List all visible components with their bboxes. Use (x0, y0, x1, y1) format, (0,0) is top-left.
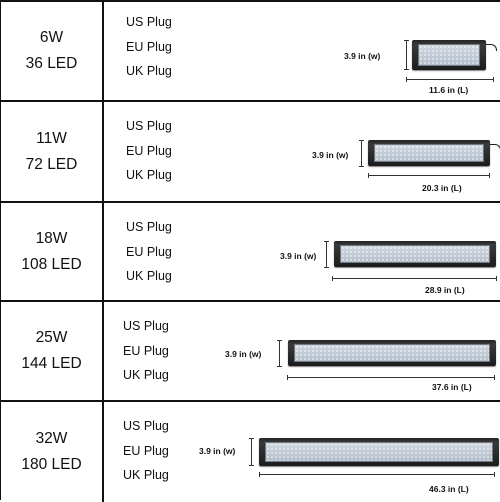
width-dimension-line (324, 241, 333, 268)
wattage-label: 25W (35, 329, 68, 346)
length-dimension-label: 46.3 in (L) (429, 484, 469, 494)
led-light-bar-image (368, 140, 500, 166)
model-cell: 25W 144 LED (1, 302, 104, 400)
width-dimension-line (359, 140, 368, 167)
plug-options: US Plug EU Plug UK Plug (123, 414, 169, 488)
model-cell: 6W 36 LED (1, 2, 104, 100)
plug-option-us: US Plug (126, 220, 172, 234)
plug-options: US Plug EU Plug UK Plug (123, 314, 169, 388)
plug-option-uk: UK Plug (126, 269, 172, 283)
length-dimension-label: 20.3 in (L) (422, 183, 462, 193)
width-dimension-label: 3.9 in (w) (312, 150, 349, 160)
led-count-label: 108 LED (21, 255, 82, 273)
wattage-label: 11W (36, 129, 67, 147)
plug-option-uk: UK Plug (123, 468, 169, 482)
plug-option-uk: UK Plug (123, 368, 169, 382)
wattage-label: 6W (39, 29, 64, 46)
width-dimension-label: 3.9 in (w) (280, 251, 317, 261)
spec-row-32w: 32W 180 LED US Plug EU Plug UK Plug 3.9 … (1, 402, 500, 502)
width-dimension-label: 3.9 in (w) (199, 446, 236, 456)
model-cell: 18W 108 LED (1, 203, 104, 300)
length-dimension-line (368, 173, 490, 182)
led-light-bar-image (288, 340, 500, 366)
led-light-bar-image (412, 40, 497, 70)
length-dimension-line (259, 472, 495, 481)
plug-option-eu: EU Plug (126, 39, 172, 54)
spec-row-11w: 11W 72 LED US Plug EU Plug UK Plug 3.9 i… (1, 102, 500, 203)
length-dimension-label: 28.9 in (L) (425, 285, 465, 295)
wattage-label: 32W (35, 430, 68, 447)
length-dimension-line (332, 276, 497, 285)
plug-option-us: US Plug (123, 319, 169, 333)
spec-row-6w: 6W 36 LED US Plug EU Plug UK Plug 3.9 in… (1, 2, 500, 102)
length-dimension-line (287, 375, 495, 384)
plug-option-eu: EU Plug (123, 443, 169, 458)
model-cell: 11W 72 LED (1, 102, 104, 201)
plug-options: US Plug EU Plug UK Plug (126, 215, 172, 289)
plug-option-eu: EU Plug (126, 244, 172, 259)
plug-option-us: US Plug (123, 419, 169, 433)
led-light-bar-image (334, 241, 499, 267)
spec-row-25w: 25W 144 LED US Plug EU Plug UK Plug 3.9 … (1, 302, 500, 402)
led-count-label: 72 LED (25, 155, 78, 173)
plug-option-uk: UK Plug (126, 168, 172, 182)
length-dimension-label: 37.6 in (L) (432, 382, 472, 392)
plug-option-eu: EU Plug (123, 343, 169, 358)
length-dimension-label: 11.6 in (L) (429, 85, 469, 95)
plug-option-us: US Plug (126, 119, 172, 133)
plug-options: US Plug EU Plug UK Plug (126, 114, 172, 188)
plug-option-us: US Plug (126, 15, 172, 29)
spec-row-18w: 18W 108 LED US Plug EU Plug UK Plug 3.9 … (1, 203, 500, 302)
width-dimension-label: 3.9 in (w) (225, 349, 262, 359)
plug-options: US Plug EU Plug UK Plug (126, 10, 172, 84)
led-count-label: 180 LED (21, 456, 82, 473)
plug-option-uk: UK Plug (126, 64, 172, 78)
width-dimension-label: 3.9 in (w) (344, 51, 381, 61)
led-count-label: 144 LED (21, 355, 82, 372)
model-cell: 32W 180 LED (1, 402, 104, 502)
width-dimension-line (404, 40, 413, 70)
width-dimension-line (277, 340, 286, 367)
led-count-label: 36 LED (25, 55, 78, 72)
plug-option-eu: EU Plug (126, 143, 172, 158)
led-light-bar-image (259, 438, 499, 466)
wattage-label: 18W (35, 229, 68, 247)
width-dimension-line (249, 438, 258, 466)
length-dimension-line (406, 77, 494, 86)
